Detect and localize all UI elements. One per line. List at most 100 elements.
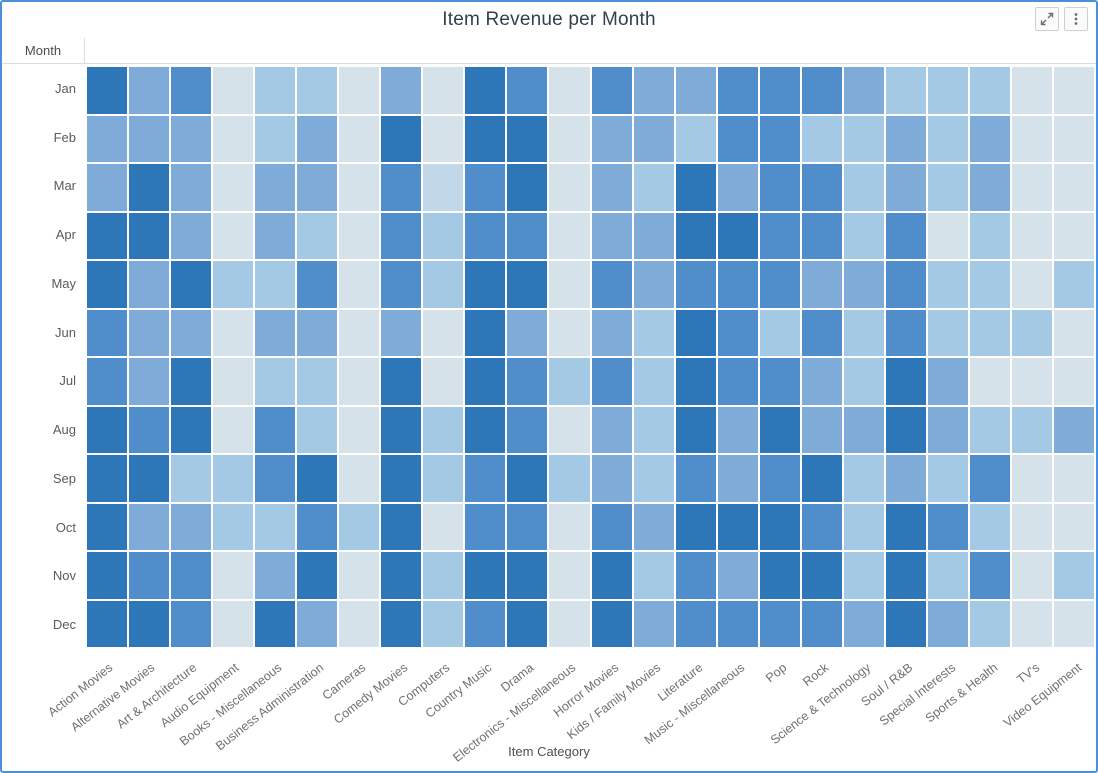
heatmap-cell[interactable]	[969, 600, 1010, 647]
heatmap-cell[interactable]	[675, 503, 716, 550]
heatmap-cell[interactable]	[213, 455, 254, 502]
heatmap-cell[interactable]	[297, 406, 338, 453]
heatmap-cell[interactable]	[297, 261, 338, 308]
heatmap-cell[interactable]	[675, 164, 716, 211]
heatmap-cell[interactable]	[1011, 358, 1052, 405]
heatmap-cell[interactable]	[1053, 67, 1094, 114]
heatmap-cell[interactable]	[591, 67, 632, 114]
heatmap-cell[interactable]	[255, 261, 296, 308]
heatmap-cell[interactable]	[591, 358, 632, 405]
heatmap-cell[interactable]	[549, 552, 590, 599]
heatmap-cell[interactable]	[675, 455, 716, 502]
heatmap-cell[interactable]	[507, 212, 548, 259]
heatmap-cell[interactable]	[1053, 261, 1094, 308]
heatmap-cell[interactable]	[1053, 358, 1094, 405]
heatmap-cell[interactable]	[297, 455, 338, 502]
heatmap-cell[interactable]	[717, 600, 758, 647]
heatmap-cell[interactable]	[255, 212, 296, 259]
heatmap-cell[interactable]	[381, 115, 422, 162]
heatmap-cell[interactable]	[255, 552, 296, 599]
heatmap-cell[interactable]	[171, 164, 212, 211]
heatmap-cell[interactable]	[927, 115, 968, 162]
heatmap-cell[interactable]	[171, 552, 212, 599]
heatmap-cell[interactable]	[717, 261, 758, 308]
heatmap-cell[interactable]	[591, 164, 632, 211]
heatmap-cell[interactable]	[843, 309, 884, 356]
heatmap-cell[interactable]	[381, 164, 422, 211]
heatmap-cell[interactable]	[255, 115, 296, 162]
heatmap-cell[interactable]	[1053, 212, 1094, 259]
heatmap-cell[interactable]	[129, 67, 170, 114]
heatmap-cell[interactable]	[801, 503, 842, 550]
heatmap-cell[interactable]	[759, 212, 800, 259]
heatmap-cell[interactable]	[87, 406, 128, 453]
heatmap-cell[interactable]	[633, 406, 674, 453]
heatmap-cell[interactable]	[801, 358, 842, 405]
heatmap-cell[interactable]	[675, 358, 716, 405]
heatmap-cell[interactable]	[843, 115, 884, 162]
heatmap-cell[interactable]	[87, 67, 128, 114]
heatmap-cell[interactable]	[843, 406, 884, 453]
heatmap-cell[interactable]	[129, 358, 170, 405]
heatmap-cell[interactable]	[87, 358, 128, 405]
heatmap-cell[interactable]	[507, 503, 548, 550]
heatmap-cell[interactable]	[843, 600, 884, 647]
heatmap-cell[interactable]	[171, 212, 212, 259]
heatmap-cell[interactable]	[465, 600, 506, 647]
heatmap-cell[interactable]	[591, 455, 632, 502]
heatmap-cell[interactable]	[675, 600, 716, 647]
heatmap-cell[interactable]	[969, 67, 1010, 114]
heatmap-cell[interactable]	[1053, 406, 1094, 453]
heatmap-cell[interactable]	[801, 455, 842, 502]
heatmap-cell[interactable]	[969, 552, 1010, 599]
heatmap-cell[interactable]	[255, 503, 296, 550]
heatmap-cell[interactable]	[759, 261, 800, 308]
heatmap-cell[interactable]	[549, 67, 590, 114]
heatmap-cell[interactable]	[549, 406, 590, 453]
heatmap-cell[interactable]	[507, 309, 548, 356]
heatmap-cell[interactable]	[969, 406, 1010, 453]
heatmap-cell[interactable]	[843, 503, 884, 550]
heatmap-cell[interactable]	[591, 115, 632, 162]
heatmap-cell[interactable]	[465, 358, 506, 405]
heatmap-cell[interactable]	[801, 552, 842, 599]
heatmap-cell[interactable]	[297, 115, 338, 162]
heatmap-cell[interactable]	[927, 164, 968, 211]
heatmap-cell[interactable]	[885, 67, 926, 114]
heatmap-cell[interactable]	[927, 309, 968, 356]
heatmap-cell[interactable]	[87, 552, 128, 599]
heatmap-cell[interactable]	[381, 358, 422, 405]
heatmap-cell[interactable]	[465, 212, 506, 259]
heatmap-cell[interactable]	[759, 67, 800, 114]
heatmap-cell[interactable]	[675, 115, 716, 162]
heatmap-cell[interactable]	[507, 164, 548, 211]
heatmap-cell[interactable]	[675, 406, 716, 453]
heatmap-cell[interactable]	[885, 115, 926, 162]
heatmap-cell[interactable]	[465, 552, 506, 599]
heatmap-cell[interactable]	[87, 212, 128, 259]
heatmap-cell[interactable]	[213, 552, 254, 599]
heatmap-cell[interactable]	[423, 164, 464, 211]
heatmap-cell[interactable]	[465, 67, 506, 114]
heatmap-cell[interactable]	[297, 67, 338, 114]
heatmap-cell[interactable]	[927, 406, 968, 453]
heatmap-cell[interactable]	[885, 600, 926, 647]
heatmap-cell[interactable]	[885, 503, 926, 550]
heatmap-cell[interactable]	[171, 261, 212, 308]
heatmap-cell[interactable]	[255, 164, 296, 211]
heatmap-cell[interactable]	[927, 600, 968, 647]
heatmap-cell[interactable]	[927, 212, 968, 259]
heatmap-cell[interactable]	[759, 309, 800, 356]
heatmap-cell[interactable]	[213, 164, 254, 211]
heatmap-cell[interactable]	[423, 455, 464, 502]
heatmap-cell[interactable]	[129, 115, 170, 162]
heatmap-cell[interactable]	[591, 600, 632, 647]
heatmap-cell[interactable]	[297, 503, 338, 550]
heatmap-cell[interactable]	[213, 309, 254, 356]
heatmap-cell[interactable]	[843, 552, 884, 599]
heatmap-cell[interactable]	[801, 164, 842, 211]
heatmap-cell[interactable]	[87, 600, 128, 647]
heatmap-cell[interactable]	[633, 358, 674, 405]
heatmap-cell[interactable]	[465, 455, 506, 502]
heatmap-cell[interactable]	[969, 503, 1010, 550]
